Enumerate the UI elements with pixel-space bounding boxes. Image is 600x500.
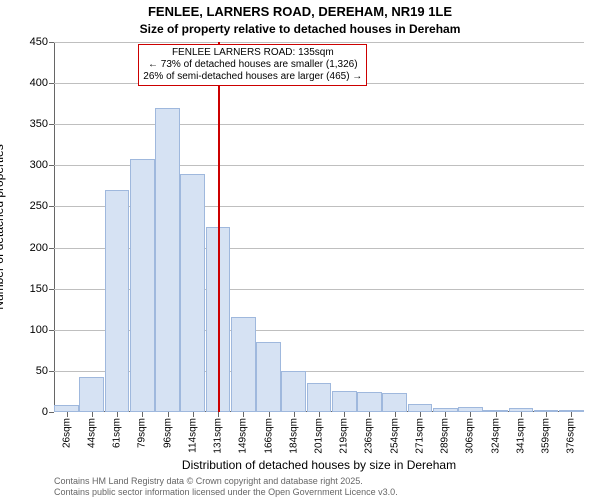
ytick-mark: [49, 330, 54, 331]
annotation-line3: 26% of semi-detached houses are larger (…: [143, 71, 362, 83]
xtick-label: 26sqm: [61, 418, 72, 448]
plot-area: 05010015020025030035040045026sqm44sqm61s…: [54, 42, 584, 412]
xtick-mark: [67, 412, 68, 417]
xtick-mark: [546, 412, 547, 417]
xtick-mark: [193, 412, 194, 417]
xtick-label: 61sqm: [112, 418, 123, 448]
xtick-label: 96sqm: [162, 418, 173, 448]
xtick-mark: [420, 412, 421, 417]
histogram-bar: [332, 391, 357, 412]
histogram-bar: [180, 174, 205, 412]
ytick-mark: [49, 165, 54, 166]
ytick-mark: [49, 289, 54, 290]
gridline: [54, 124, 584, 125]
histogram-bar: [105, 190, 130, 412]
xtick-label: 254sqm: [389, 418, 400, 454]
xtick-mark: [117, 412, 118, 417]
ytick-mark: [49, 206, 54, 207]
ytick-label: 450: [30, 36, 48, 48]
gridline: [54, 42, 584, 43]
xtick-mark: [395, 412, 396, 417]
y-axis-label: Number of detached properties: [0, 42, 8, 412]
xtick-mark: [243, 412, 244, 417]
xtick-mark: [168, 412, 169, 417]
histogram-bar: [79, 377, 104, 412]
xtick-mark: [369, 412, 370, 417]
xtick-mark: [319, 412, 320, 417]
xtick-label: 44sqm: [86, 418, 97, 448]
xtick-mark: [496, 412, 497, 417]
ytick-mark: [49, 42, 54, 43]
footer-attribution: Contains HM Land Registry data © Crown c…: [54, 476, 584, 498]
xtick-mark: [92, 412, 93, 417]
xtick-label: 131sqm: [213, 418, 224, 454]
xtick-label: 359sqm: [541, 418, 552, 454]
histogram-bar: [357, 392, 382, 412]
ytick-mark: [49, 124, 54, 125]
xtick-label: 341sqm: [515, 418, 526, 454]
chart-container: FENLEE, LARNERS ROAD, DEREHAM, NR19 1LE …: [0, 0, 600, 500]
reference-line: [218, 42, 220, 412]
xtick-label: 306sqm: [465, 418, 476, 454]
xtick-label: 324sqm: [490, 418, 501, 454]
footer-line2: Contains public sector information licen…: [54, 487, 584, 498]
xtick-label: 289sqm: [440, 418, 451, 454]
ytick-label: 100: [30, 324, 48, 336]
xtick-mark: [269, 412, 270, 417]
ytick-label: 250: [30, 200, 48, 212]
xtick-label: 219sqm: [339, 418, 350, 454]
xtick-mark: [571, 412, 572, 417]
xtick-label: 271sqm: [414, 418, 425, 454]
xtick-mark: [344, 412, 345, 417]
annotation-line1: FENLEE LARNERS ROAD: 135sqm: [143, 47, 362, 59]
x-axis-label: Distribution of detached houses by size …: [54, 458, 584, 472]
chart-title-line2: Size of property relative to detached ho…: [0, 22, 600, 36]
ytick-label: 200: [30, 242, 48, 254]
xtick-label: 149sqm: [238, 418, 249, 454]
xtick-label: 236sqm: [364, 418, 375, 454]
histogram-bar: [231, 317, 256, 412]
histogram-bar: [256, 342, 281, 412]
xtick-mark: [142, 412, 143, 417]
xtick-mark: [470, 412, 471, 417]
ytick-mark: [49, 83, 54, 84]
xtick-mark: [521, 412, 522, 417]
annotation-box: FENLEE LARNERS ROAD: 135sqm← 73% of deta…: [138, 44, 367, 86]
histogram-bar: [382, 393, 407, 412]
annotation-line2: ← 73% of detached houses are smaller (1,…: [143, 59, 362, 71]
ytick-label: 300: [30, 159, 48, 171]
histogram-bar: [281, 371, 306, 412]
histogram-bar: [408, 404, 433, 412]
xtick-label: 79sqm: [137, 418, 148, 448]
xtick-label: 376sqm: [566, 418, 577, 454]
ytick-mark: [49, 371, 54, 372]
histogram-bar: [130, 159, 155, 412]
xtick-label: 184sqm: [288, 418, 299, 454]
xtick-mark: [294, 412, 295, 417]
ytick-label: 50: [36, 365, 48, 377]
xtick-label: 166sqm: [263, 418, 274, 454]
xtick-mark: [218, 412, 219, 417]
ytick-mark: [49, 248, 54, 249]
ytick-label: 0: [42, 406, 48, 418]
ytick-mark: [49, 412, 54, 413]
footer-line1: Contains HM Land Registry data © Crown c…: [54, 476, 584, 487]
ytick-label: 150: [30, 283, 48, 295]
chart-title-line1: FENLEE, LARNERS ROAD, DEREHAM, NR19 1LE: [0, 4, 600, 19]
histogram-bar: [155, 108, 180, 412]
histogram-bar: [307, 383, 332, 412]
xtick-mark: [445, 412, 446, 417]
ytick-label: 400: [30, 77, 48, 89]
xtick-label: 201sqm: [314, 418, 325, 454]
xtick-label: 114sqm: [187, 418, 198, 453]
ytick-label: 350: [30, 118, 48, 130]
